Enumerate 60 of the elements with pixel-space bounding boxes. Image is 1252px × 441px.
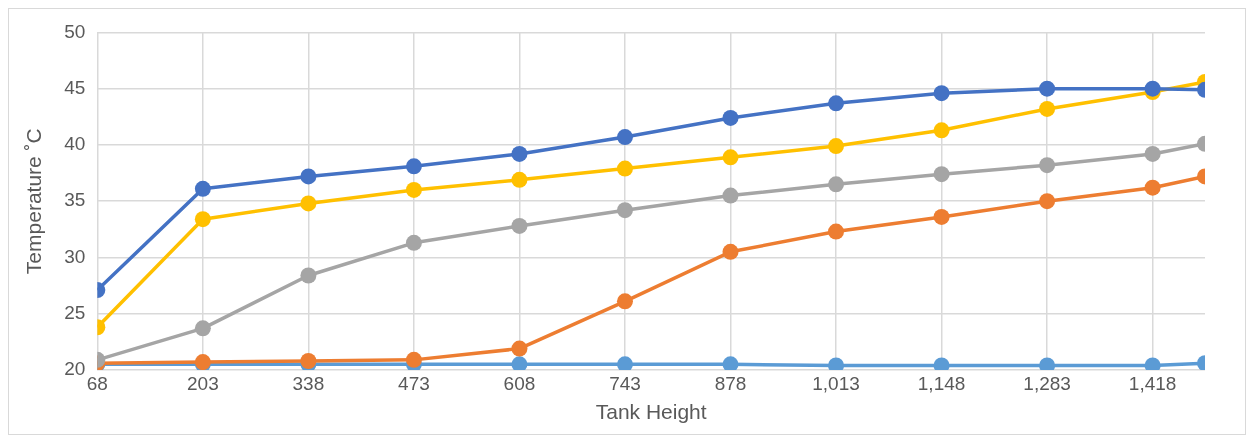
point xyxy=(828,176,845,193)
point xyxy=(511,217,528,234)
point xyxy=(722,109,739,126)
point xyxy=(616,202,633,219)
point xyxy=(511,145,528,162)
point xyxy=(616,160,633,177)
point xyxy=(1039,157,1056,174)
point xyxy=(405,158,422,175)
x-tick-label: 68 xyxy=(86,372,108,394)
y-tick-label: 25 xyxy=(64,301,86,323)
point xyxy=(722,187,739,204)
y-tick-label: 40 xyxy=(64,133,86,155)
point xyxy=(300,267,317,284)
x-tick-label: 203 xyxy=(187,372,219,394)
x-tick-label: 743 xyxy=(609,372,641,394)
point xyxy=(511,356,528,370)
point xyxy=(405,181,422,198)
point xyxy=(722,149,739,166)
point xyxy=(405,351,422,368)
point xyxy=(828,95,845,112)
point xyxy=(300,195,317,212)
point xyxy=(1144,145,1161,162)
point xyxy=(405,234,422,251)
point xyxy=(616,293,633,310)
point xyxy=(194,211,211,228)
x-tick-label: 1,283 xyxy=(1023,372,1071,394)
point xyxy=(194,320,211,337)
x-tick-label: 1,418 xyxy=(1128,372,1177,394)
x-tick-label: 1,013 xyxy=(812,372,860,394)
point xyxy=(933,166,950,183)
x-tick-label: 473 xyxy=(398,372,430,394)
point xyxy=(1039,193,1056,210)
point xyxy=(1144,179,1161,196)
point xyxy=(300,168,317,185)
point xyxy=(933,85,950,102)
point xyxy=(1039,100,1056,117)
x-tick-label: 1,148 xyxy=(917,372,966,394)
x-tick-label: 338 xyxy=(292,372,325,394)
y-tick-label: 45 xyxy=(64,76,86,98)
x-tick-label: 878 xyxy=(714,372,747,394)
x-axis-title: Tank Height xyxy=(595,400,707,424)
point xyxy=(722,356,739,370)
point xyxy=(828,223,845,240)
point xyxy=(616,356,633,370)
point xyxy=(616,129,633,146)
point xyxy=(1144,80,1161,97)
point xyxy=(511,340,528,357)
y-tick-label: 35 xyxy=(64,189,86,211)
point xyxy=(828,138,845,155)
y-tick-label: 50 xyxy=(64,20,86,42)
point xyxy=(511,171,528,188)
point xyxy=(933,208,950,225)
y-tick-label: 30 xyxy=(64,245,86,267)
point xyxy=(1039,80,1056,97)
y-tick-label: 20 xyxy=(64,358,86,380)
x-tick-label: 608 xyxy=(503,372,536,394)
y-axis-title: Temperature ˚C xyxy=(22,128,46,275)
point xyxy=(933,122,950,139)
point xyxy=(194,180,211,197)
point xyxy=(722,243,739,260)
